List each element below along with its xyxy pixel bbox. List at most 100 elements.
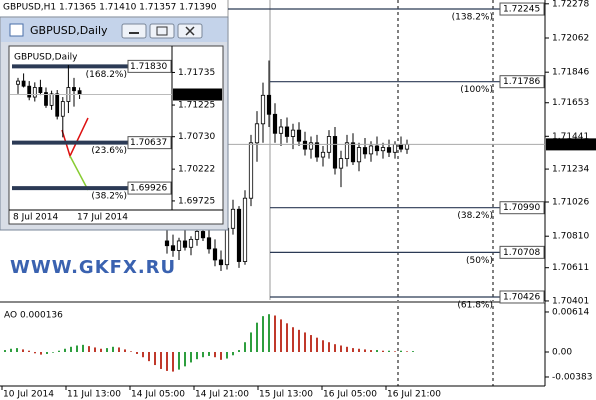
fib-ratio: (168.2%): [86, 70, 127, 80]
chart-header: GBPUSD,H1 1.71365 1.71410 1.71357 1.7139…: [3, 3, 217, 13]
y-tick-label: 1.71653: [552, 98, 589, 108]
fib-ratio: (38.2%): [457, 211, 493, 221]
close-icon: [185, 26, 195, 36]
fib-ratio: (61.8%): [457, 300, 493, 310]
price-box: [499, 2, 545, 16]
candle-body: [398, 143, 404, 150]
y-tick-label: 1.72278: [552, 0, 589, 9]
candle-body: [308, 142, 314, 150]
candle-body: [296, 129, 302, 142]
maximize-button[interactable]: [149, 23, 175, 39]
price-box: [499, 290, 545, 304]
candle-body: [266, 94, 272, 115]
y-tick-label: 1.72062: [552, 33, 589, 43]
y-tick-label: 1.70401: [552, 296, 589, 306]
x-tick-label: 11 Jul 13:00: [67, 390, 121, 400]
candle-body: [290, 129, 296, 137]
fib-price: 1.71786: [503, 77, 540, 87]
fib-price: 1.70708: [503, 248, 540, 258]
candle-body: [278, 126, 284, 134]
fib-ratio: (100%): [460, 85, 493, 95]
candle-body: [60, 101, 65, 117]
x-tick-label: 14 Jul 05:00: [131, 390, 185, 400]
x-tick-label: 17 Jul 2014: [77, 213, 128, 223]
y-tick-label: 1.71441: [552, 132, 589, 142]
x-tick-label: 14 Jul 21:00: [195, 390, 249, 400]
candle-body: [38, 87, 43, 93]
y-tick-label: 1.71234: [552, 165, 589, 175]
x-tick-label: 16 Jul 05:00: [323, 390, 377, 400]
candle-body: [21, 80, 26, 87]
y-tick-label: -0.00383: [552, 372, 592, 382]
price-box: [499, 245, 545, 259]
candle-body: [230, 208, 236, 229]
fib-ratio: (38.2%): [91, 192, 127, 202]
window-title: GBPUSD,Daily: [30, 24, 108, 37]
candle-body: [344, 142, 350, 160]
y-tick-label: 1.70611: [552, 263, 589, 273]
candle-body: [224, 227, 230, 266]
fib-ratio: (138.2%): [452, 13, 493, 23]
price-box: [499, 75, 545, 89]
candle-body: [386, 147, 392, 153]
minimize-button[interactable]: [121, 23, 147, 39]
candle-body: [362, 147, 368, 155]
maximize-icon: [156, 26, 168, 36]
candle-body: [170, 245, 176, 251]
candle-body: [206, 237, 212, 250]
candle-body: [380, 147, 386, 152]
inset-chart: [8, 45, 224, 225]
y-tick-label: 1.71846: [552, 68, 589, 78]
candle-body: [164, 240, 170, 247]
x-tick-label: 10 Jul 2014: [3, 390, 54, 400]
price-tag: [546, 138, 596, 151]
candle-body: [49, 93, 54, 106]
price-box: [127, 59, 172, 73]
fib-price: 1.72245: [503, 5, 540, 15]
candle-body: [272, 113, 278, 134]
fib-price: 1.70990: [503, 203, 540, 213]
candle-body: [320, 151, 326, 158]
y-tick-label: 1.69725: [178, 196, 215, 206]
price-tag: [173, 88, 222, 101]
candle-body: [188, 238, 194, 248]
candle-body: [44, 92, 48, 106]
price-box: [127, 136, 172, 150]
inset-chart-label: GBPUSD,Daily: [14, 53, 78, 63]
fib-ratio: (23.6%): [91, 146, 127, 156]
fib-ratio: (50%): [466, 256, 493, 266]
window-icon: [9, 23, 24, 37]
candle-body: [338, 158, 344, 169]
candle-body: [350, 142, 356, 163]
zigzag: [69, 155, 89, 191]
y-tick-label: 1.70810: [552, 232, 589, 242]
y-tick-label: 1.70730: [178, 132, 215, 142]
candle-body: [212, 248, 218, 261]
price-box: [499, 201, 545, 215]
candle-body: [182, 240, 188, 248]
candle-body: [260, 94, 266, 125]
y-tick-label: 0.00614: [552, 307, 589, 317]
candle-body: [314, 142, 320, 158]
candle-body: [218, 259, 224, 266]
y-tick-label: 0.00: [552, 348, 572, 358]
inset-window: GBPUSD,Daily GBPUSD,Daily 1.71735 1.71225…: [0, 16, 229, 231]
candle-body: [236, 208, 242, 262]
candle-body: [200, 231, 206, 239]
fib-price: 1.69926: [130, 184, 167, 194]
candle-body: [194, 231, 200, 240]
ao-label: AO 0.000136: [4, 311, 63, 321]
candle-body: [374, 145, 380, 152]
x-tick-label: 8 Jul 2014: [13, 213, 58, 223]
x-tick-label: 16 Jul 21:00: [387, 390, 441, 400]
x-tick-label: 15 Jul 13:00: [259, 390, 313, 400]
price-box: [127, 181, 172, 195]
candle-body: [176, 240, 182, 251]
candle-body: [16, 80, 20, 85]
y-tick-label: 1.71026: [552, 198, 589, 208]
candle-body: [332, 136, 338, 169]
fib-price: 1.71830: [130, 62, 167, 72]
candle-body: [55, 93, 60, 117]
